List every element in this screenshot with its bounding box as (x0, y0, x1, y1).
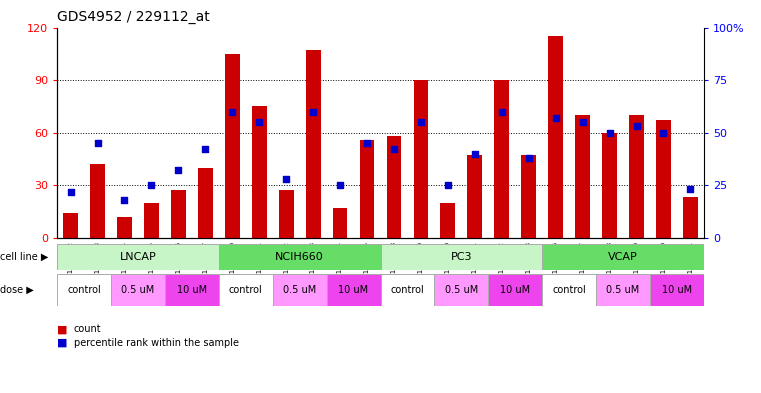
Point (442, 182, 454, 188)
Text: GDS4952 / 229112_at: GDS4952 / 229112_at (57, 9, 210, 24)
Bar (380, 244, 542, 270)
Bar (650, 274, 704, 306)
Point (495, 108, 508, 115)
Bar (198, 168, 213, 238)
Bar (629, 115, 644, 238)
Bar (219, 244, 380, 270)
Text: dose ▶: dose ▶ (0, 285, 33, 295)
Text: control: control (552, 285, 586, 295)
Bar (602, 132, 617, 238)
Bar (165, 274, 219, 306)
Bar (326, 274, 380, 306)
Text: control: control (390, 285, 425, 295)
Bar (279, 191, 294, 238)
Bar (548, 36, 563, 238)
Point (199, 146, 212, 152)
Text: LNCAP: LNCAP (119, 252, 156, 262)
Bar (171, 191, 186, 238)
Bar (219, 274, 272, 306)
Text: VCAP: VCAP (608, 252, 638, 262)
Point (172, 167, 184, 174)
Bar (543, 244, 704, 270)
Text: 10 uM: 10 uM (662, 285, 692, 295)
Bar (252, 107, 266, 238)
Point (577, 119, 589, 125)
Text: percentile rank within the sample: percentile rank within the sample (74, 338, 239, 348)
Bar (117, 217, 132, 238)
Bar (306, 50, 320, 238)
Bar (441, 203, 455, 238)
Point (684, 186, 696, 193)
Bar (596, 274, 650, 306)
Point (145, 182, 158, 188)
Text: count: count (74, 324, 101, 334)
Bar (144, 203, 159, 238)
Text: 0.5 uM: 0.5 uM (444, 285, 478, 295)
Bar (413, 80, 428, 238)
Point (388, 146, 400, 152)
Text: ■: ■ (57, 324, 71, 334)
Text: 0.5 uM: 0.5 uM (283, 285, 317, 295)
Bar (575, 115, 590, 238)
Text: 10 uM: 10 uM (339, 285, 368, 295)
Point (603, 129, 616, 136)
Text: 10 uM: 10 uM (177, 285, 207, 295)
Bar (90, 164, 105, 238)
Text: PC3: PC3 (451, 252, 472, 262)
Point (469, 151, 481, 157)
Point (65, 188, 77, 195)
Bar (521, 155, 537, 238)
Bar (63, 213, 78, 238)
Bar (57, 274, 111, 306)
Point (91, 140, 103, 146)
Bar (656, 120, 671, 238)
Bar (272, 274, 326, 306)
Point (253, 119, 266, 125)
Bar (467, 155, 482, 238)
Bar (360, 140, 374, 238)
Point (658, 129, 670, 136)
Text: control: control (67, 285, 101, 295)
Text: ■: ■ (57, 338, 71, 348)
Bar (111, 274, 165, 306)
Bar (380, 274, 435, 306)
Point (630, 123, 642, 129)
Bar (387, 136, 401, 238)
Bar (224, 54, 240, 238)
Point (361, 140, 373, 146)
Bar (495, 80, 509, 238)
Point (523, 155, 535, 161)
Text: 0.5 uM: 0.5 uM (607, 285, 640, 295)
Bar (683, 197, 698, 238)
Point (119, 197, 131, 203)
Point (307, 108, 319, 115)
Bar (435, 274, 489, 306)
Text: 10 uM: 10 uM (500, 285, 530, 295)
Point (226, 108, 238, 115)
Text: NCIH660: NCIH660 (275, 252, 324, 262)
Point (334, 182, 346, 188)
Bar (489, 274, 542, 306)
Text: cell line ▶: cell line ▶ (0, 252, 49, 262)
Bar (57, 244, 219, 270)
Text: control: control (229, 285, 263, 295)
Point (280, 176, 292, 182)
Point (549, 115, 562, 121)
Bar (333, 208, 348, 238)
Point (415, 119, 427, 125)
Bar (543, 274, 596, 306)
Text: 0.5 uM: 0.5 uM (121, 285, 154, 295)
